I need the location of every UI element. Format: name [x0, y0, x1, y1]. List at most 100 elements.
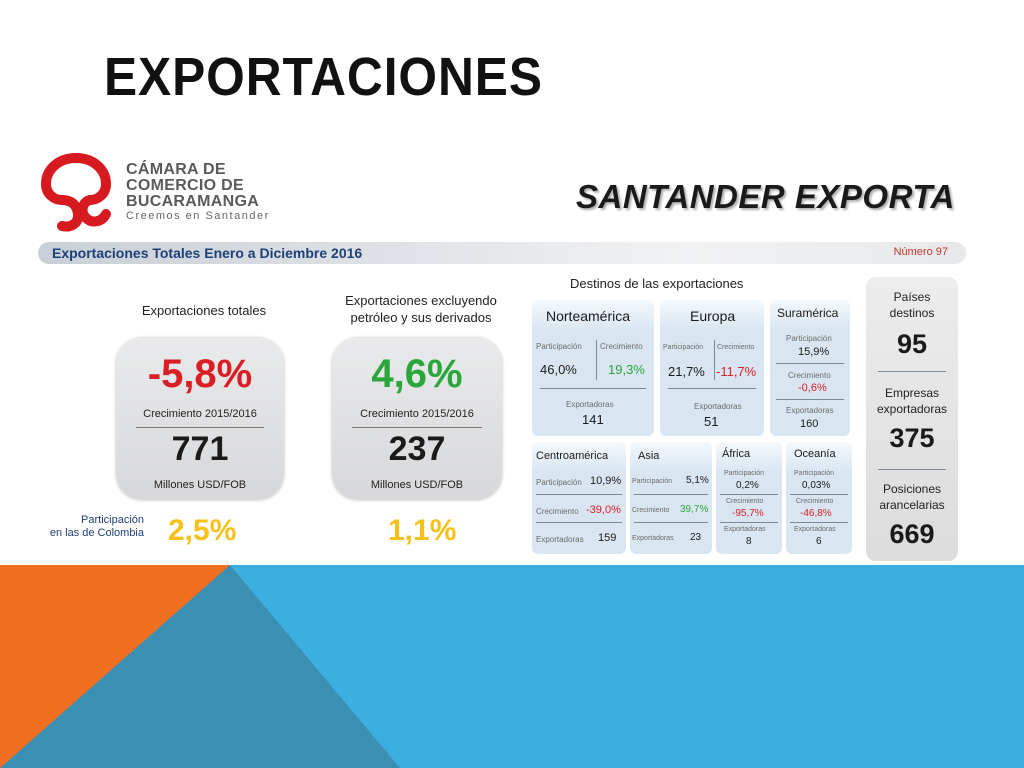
row-divider: [776, 363, 844, 364]
participation-label: Participación: [724, 470, 765, 477]
region-oceania: Oceanía Participación 0,03% Crecimiento …: [786, 442, 852, 554]
countries-label-line-1: Países: [893, 290, 931, 304]
region-growth: -0,6%: [798, 382, 827, 394]
exporters-label: Exportadoras: [566, 400, 614, 409]
region-name: África: [722, 448, 751, 460]
excl-oil-amount: 237: [388, 430, 446, 468]
summary-panel: Países destinos 95 Empresas exportadoras…: [866, 277, 958, 561]
share-label-line-1: Participación: [81, 514, 144, 526]
region-exporters: 141: [582, 412, 604, 427]
row-divider: [540, 388, 646, 389]
row-divider: [536, 494, 622, 495]
region-asia: Asia Participación 5,1% Crecimiento 39,7…: [630, 442, 712, 554]
growth-label: Crecimiento: [726, 498, 764, 505]
countries-label: Países destinos: [866, 289, 958, 321]
region-name: Suramérica: [777, 306, 839, 320]
excl-oil-growth: 4,6%: [371, 352, 463, 396]
excl-oil-label: Exportaciones excluyendo petróleo y sus …: [326, 292, 516, 326]
region-growth: -46,8%: [800, 508, 832, 519]
totals-growth: -5,8%: [147, 352, 253, 396]
region-share: 21,7%: [668, 364, 705, 379]
growth-label: Crecimiento: [717, 344, 755, 351]
org-line-2: COMERCIO DE: [126, 177, 244, 194]
row-divider: [720, 494, 778, 495]
region-growth: 39,7%: [680, 504, 709, 515]
exporters-label: Exportadoras: [632, 535, 674, 542]
region-name: Norteamérica: [546, 308, 631, 324]
totals-card: -5,8% Crecimiento 2015/2016 771 Millones…: [116, 338, 284, 500]
region-share: 15,9%: [798, 346, 830, 358]
excl-oil-card: 4,6% Crecimiento 2015/2016 237 Millones …: [332, 338, 502, 500]
title-bar: Exportaciones Totales Enero a Diciembre …: [38, 242, 966, 264]
region-growth: 19,3%: [608, 362, 645, 377]
summary-divider: [878, 469, 946, 470]
report-title: Exportaciones Totales Enero a Diciembre …: [52, 245, 363, 261]
org-tagline: Creemos en Santander: [126, 210, 270, 222]
excl-oil-label-line-2: petróleo y sus derivados: [350, 310, 492, 325]
excl-oil-divider: [352, 427, 482, 428]
tariffs-count: 669: [889, 519, 935, 549]
share-label-line-2: en las de Colombia: [49, 527, 144, 539]
org-name: CÁMARA DE COMERCIO DE BUCARAMANGA Creemo…: [126, 162, 270, 223]
countries-count: 95: [896, 329, 928, 359]
countries-label-line-2: destinos: [889, 306, 935, 320]
column-divider: [714, 340, 715, 380]
row-divider: [634, 494, 708, 495]
region-share: 0,03%: [802, 480, 831, 491]
tariffs-label-line-1: Posiciones: [882, 482, 942, 496]
totals-label: Exportaciones totales: [141, 303, 267, 318]
slide-title: EXPORTACIONES: [104, 47, 543, 107]
companies-label-line-1: Empresas: [884, 386, 940, 400]
camara-comercio-logo: [40, 153, 112, 232]
growth-label: Crecimiento: [788, 371, 831, 380]
exporters-label: Exportadoras: [724, 526, 766, 533]
growth-label: Crecimiento: [600, 342, 643, 351]
totals-divider: [136, 427, 264, 428]
tariffs-label-line-2: arancelarias: [879, 498, 945, 512]
totals-share: 2,5%: [168, 514, 237, 547]
row-divider: [720, 522, 778, 523]
summary-divider: [878, 371, 946, 372]
region-name: Centroamérica: [536, 450, 609, 462]
participation-label: Participación: [632, 478, 673, 485]
region-share: 5,1%: [686, 475, 709, 486]
participation-label: Participación: [663, 344, 704, 351]
companies-label: Empresas exportadoras: [866, 385, 958, 417]
growth-label: Crecimiento: [632, 507, 670, 514]
region-norteamerica: Norteamérica Participación Crecimiento 4…: [532, 300, 654, 436]
exporters-label: Exportadoras: [786, 406, 834, 415]
exporters-label: Exportadoras: [694, 402, 742, 411]
issue-number: Número 97: [893, 246, 948, 258]
santander-exporta-infographic: CÁMARA DE COMERCIO DE BUCARAMANGA Creemo…: [30, 140, 970, 565]
companies-label-line-2: exportadoras: [876, 402, 948, 416]
row-divider: [536, 522, 622, 523]
destinations-title: Destinos de las exportaciones: [570, 276, 744, 291]
footer-orange-triangle: [0, 565, 230, 768]
row-divider: [790, 522, 848, 523]
totals-amount: 771: [171, 430, 229, 468]
growth-label: Crecimiento: [536, 507, 579, 516]
excl-oil-share: 1,1%: [388, 514, 457, 547]
row-divider: [634, 522, 708, 523]
region-share: 0,2%: [736, 480, 759, 491]
region-name: Europa: [690, 308, 736, 324]
region-growth: -11,7%: [716, 364, 757, 379]
excl-oil-unit: Millones USD/FOB: [370, 479, 464, 491]
brand-title: SANTANDER EXPORTA: [576, 178, 955, 215]
region-exporters: 8: [746, 536, 752, 547]
totals-unit: Millones USD/FOB: [153, 479, 247, 491]
tariffs-label: Posiciones arancelarias: [866, 481, 958, 513]
region-suramerica: Suramérica Participación 15,9% Crecimien…: [770, 300, 850, 436]
region-name: Oceanía: [794, 448, 836, 460]
region-africa: África Participación 0,2% Crecimiento -9…: [716, 442, 782, 554]
excl-oil-growth-label: Crecimiento 2015/2016: [360, 408, 474, 420]
row-divider: [790, 494, 848, 495]
region-europa: Europa Participación Crecimiento 21,7% -…: [660, 300, 764, 436]
share-label: Participación en las de Colombia: [44, 514, 144, 540]
exporters-label: Exportadoras: [536, 535, 584, 544]
region-share: 46,0%: [540, 362, 577, 377]
totals-growth-label: Crecimiento 2015/2016: [143, 408, 257, 420]
region-growth: -95,7%: [732, 508, 764, 519]
region-exporters: 23: [690, 532, 702, 543]
region-share: 10,9%: [590, 475, 622, 487]
